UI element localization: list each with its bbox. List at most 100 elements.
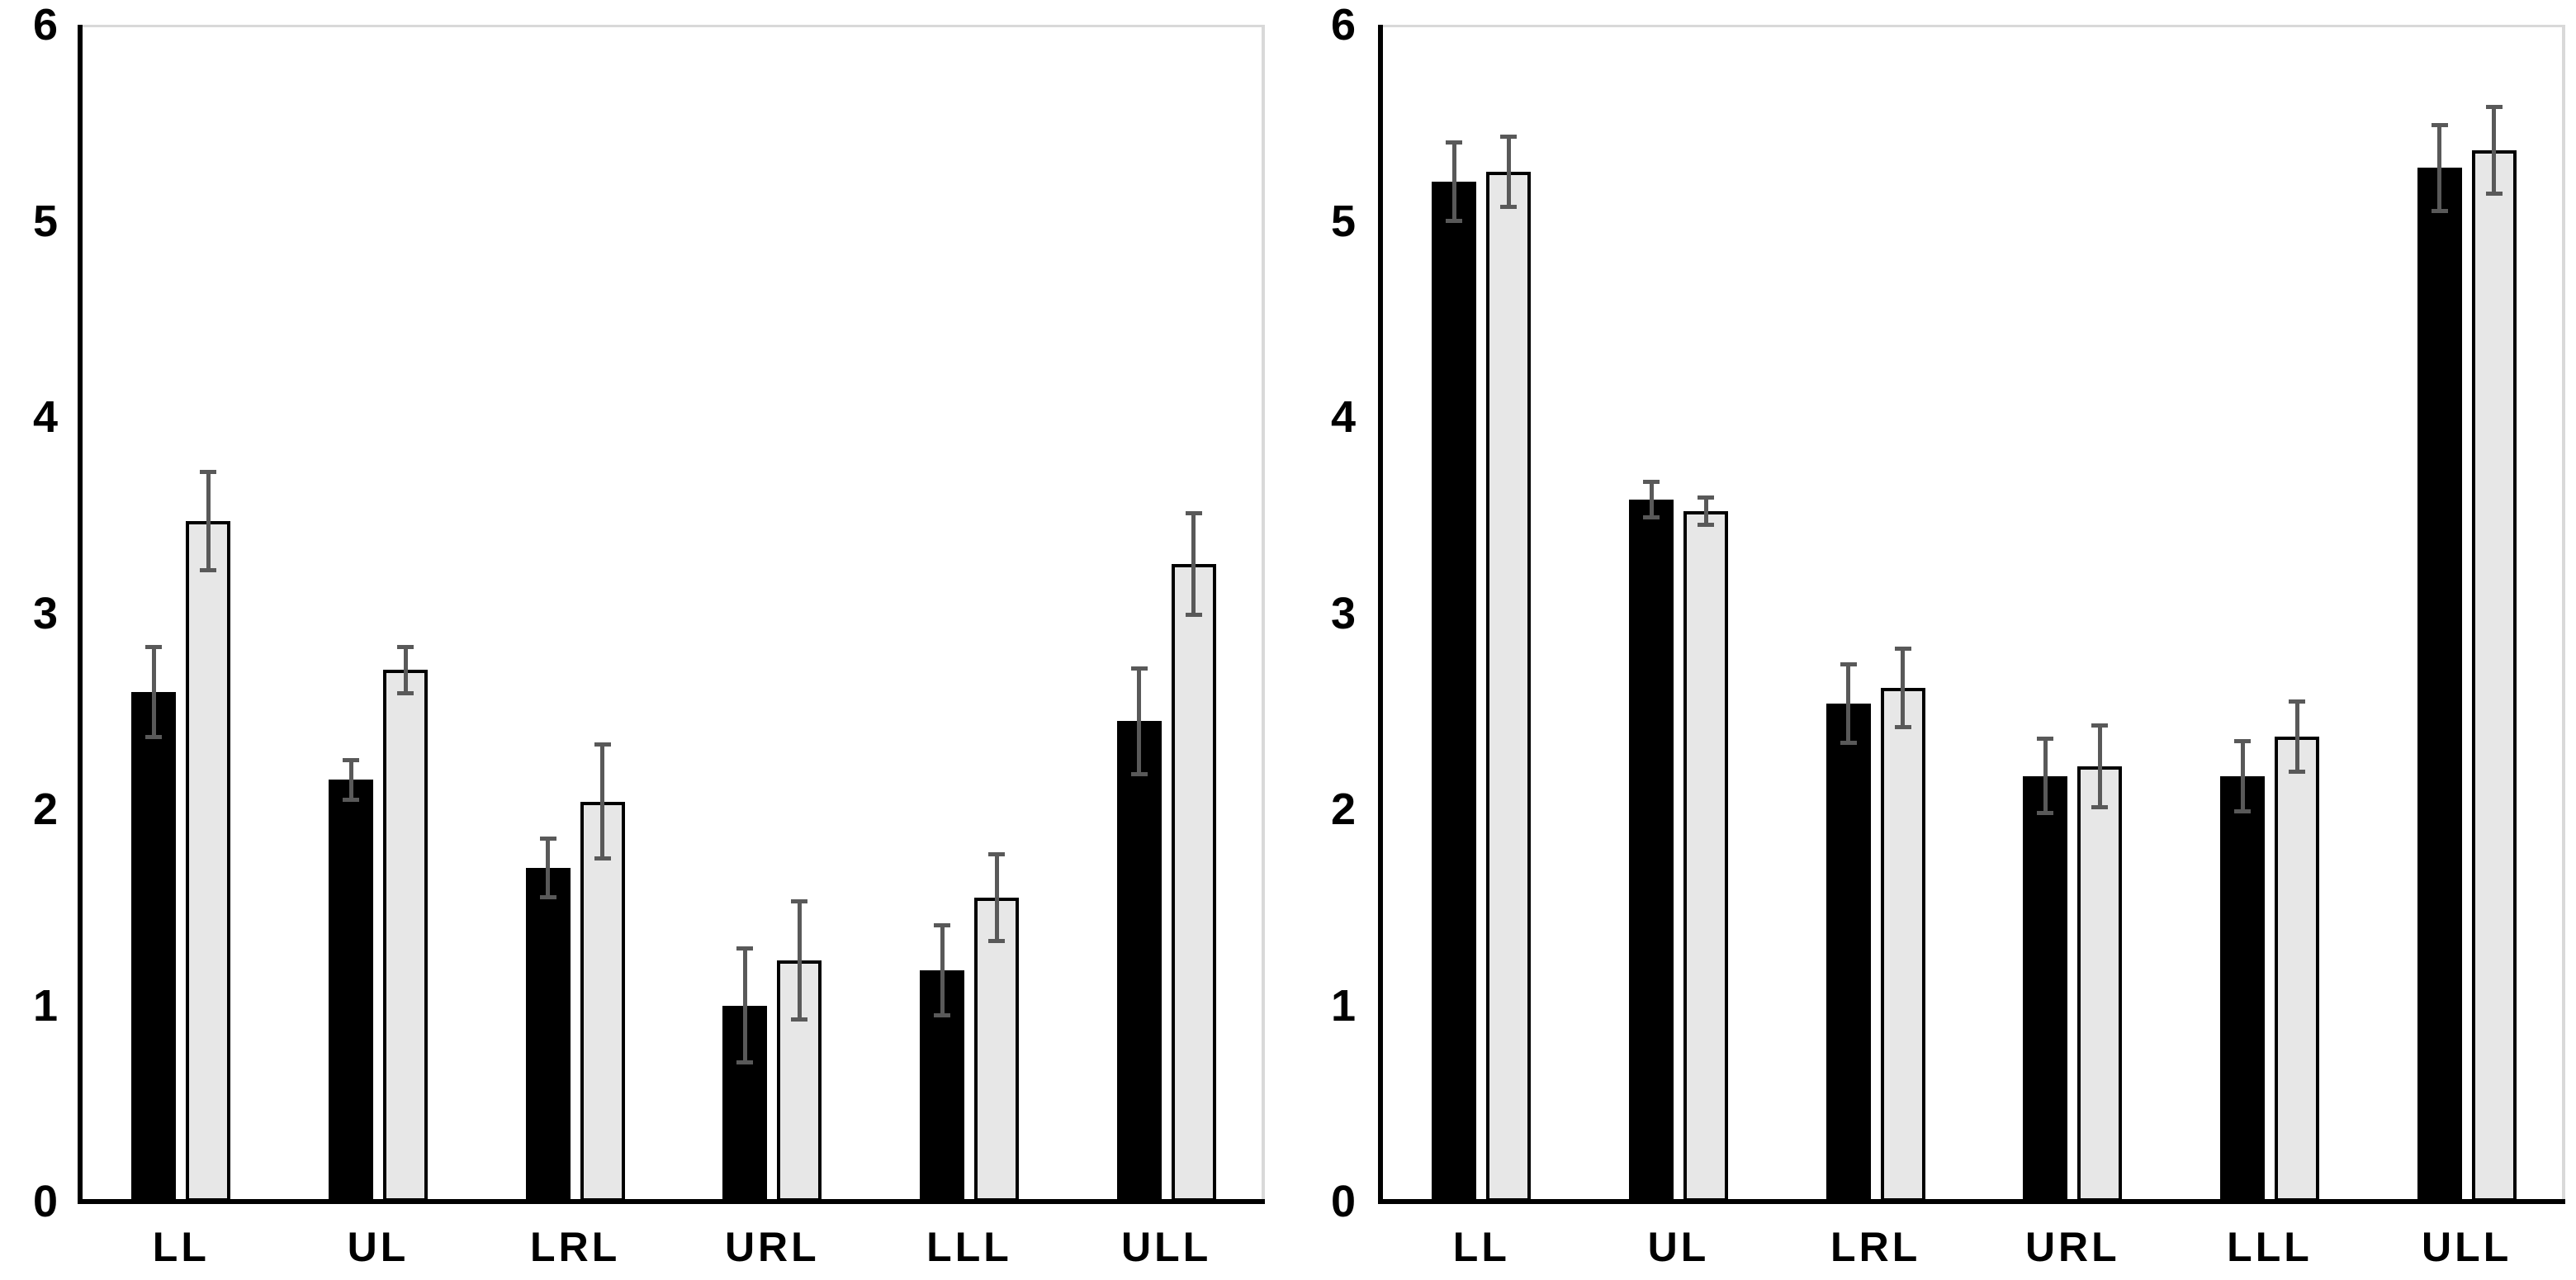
bar-light-gray-LLL [974,897,1019,1202]
bar-black-ULL [1116,721,1162,1202]
y-tick-label: 2 [1330,785,1356,834]
error-bar-line [206,470,211,572]
error-bar-cap-bottom [736,1060,754,1064]
error-bar-cap-top [1840,661,1857,666]
error-bar-cap-bottom [2037,811,2054,816]
y-tick-label: 3 [32,588,58,638]
error-bar-cap-bottom [397,691,414,696]
bar-black-UL [1629,499,1674,1202]
error-bar-line [546,837,551,900]
bar-light-gray-ULL [1171,564,1216,1202]
x-category-label: UL [1647,1224,1710,1270]
error-bar-line [1846,661,1851,745]
bar-light-gray-UL [383,670,428,1202]
y-axis [78,25,83,1204]
error-bar-cap-bottom [2485,191,2503,196]
error-bar-cap-bottom [2431,209,2448,213]
y-tick-label: 2 [32,785,58,834]
error-bar-cap-top [1698,495,1714,500]
x-category-label: LLL [2227,1224,2313,1270]
y-tick-label: 1 [1330,980,1356,1031]
error-bar-cap-bottom [988,938,1005,943]
error-bar-line [1703,495,1708,527]
plot-top-border [83,25,1265,27]
error-bar-cap-bottom [1840,740,1857,745]
plot-area [83,25,1265,1202]
error-bar-line [348,758,353,802]
plot-right-border [2562,25,2565,1202]
error-bar-line [2294,699,2299,775]
bar-light-gray-LRL [1880,687,1925,1202]
error-bar-line [2437,122,2442,213]
error-bar-cap-bottom [1500,205,1518,210]
error-bar-line [994,852,999,943]
error-bar-cap-top [2037,737,2054,742]
bar-black-ULL [2417,168,2462,1202]
error-bar-line [403,644,408,696]
error-bar-cap-top [934,922,950,927]
error-bar-line [797,899,802,1022]
y-axis [1378,25,1383,1204]
bar-black-URL [2023,775,2068,1202]
error-bar-cap-bottom [539,895,556,900]
error-bar-cap-bottom [2234,808,2251,813]
plot-area [1383,25,2565,1202]
y-tick-label: 6 [32,0,58,50]
y-tick-label: 4 [1330,392,1356,442]
bar-black-LLL [2220,775,2265,1202]
bar-light-gray-LL [1486,172,1532,1202]
x-category-label: LRL [1830,1224,1921,1270]
plot-top-border [1383,25,2565,27]
error-bar-cap-top [2485,105,2503,110]
error-bar-cap-top [343,758,359,763]
error-bar-cap-top [1500,135,1518,139]
plot-right-border [1262,25,1265,1202]
y-tick-label: 0 [32,1177,58,1226]
bar-light-gray-ULL [2471,150,2517,1202]
error-bar-line [1191,511,1196,618]
error-bar-line [940,922,945,1017]
error-bar-line [151,644,156,739]
y-tick-label: 5 [1330,196,1356,246]
bar-black-LL [1432,182,1477,1202]
error-bar-cap-top [594,742,611,747]
error-bar-cap-top [539,837,556,841]
error-bar-line [2043,737,2048,816]
y-tick-label: 1 [32,980,58,1031]
bar-black-UL [329,780,373,1202]
error-bar-cap-top [2091,723,2109,728]
error-bar-cap-bottom [1894,724,1911,729]
x-category-label: URL [724,1224,820,1270]
x-axis [78,1199,1265,1204]
error-bar-cap-top [1894,646,1911,651]
bar-black-LRL [1825,703,1871,1202]
error-bar-line [1649,480,1654,519]
error-bar-line [1901,646,1906,729]
x-category-label: ULL [2422,1224,2512,1270]
x-axis [1378,1199,2565,1204]
bar-black-LL [131,691,177,1202]
error-bar-line [1506,135,1511,210]
error-bar-line [1137,666,1142,776]
error-bar-line [2492,105,2497,196]
error-bar-line [2240,738,2245,813]
error-bar-cap-top [791,899,808,904]
error-bar-cap-bottom [1185,613,1202,618]
error-bar-cap-bottom [1643,514,1660,519]
error-bar-cap-top [145,644,163,649]
error-bar-cap-top [1446,140,1463,145]
bar-light-gray-UL [1683,511,1728,1202]
bar-light-gray-LL [186,520,231,1202]
error-bar-cap-top [2431,122,2448,127]
y-tick-label: 5 [32,196,58,246]
error-bar-cap-bottom [1698,523,1714,527]
x-category-label: LL [1452,1224,1510,1270]
error-bar-line [2097,723,2102,809]
error-bar-cap-top [2234,738,2251,743]
error-bar-cap-bottom [2289,770,2305,775]
error-bar-cap-top [1130,666,1148,671]
bar-light-gray-LRL [580,801,625,1202]
error-bar-cap-top [397,644,414,649]
x-category-label: URL [2024,1224,2120,1270]
